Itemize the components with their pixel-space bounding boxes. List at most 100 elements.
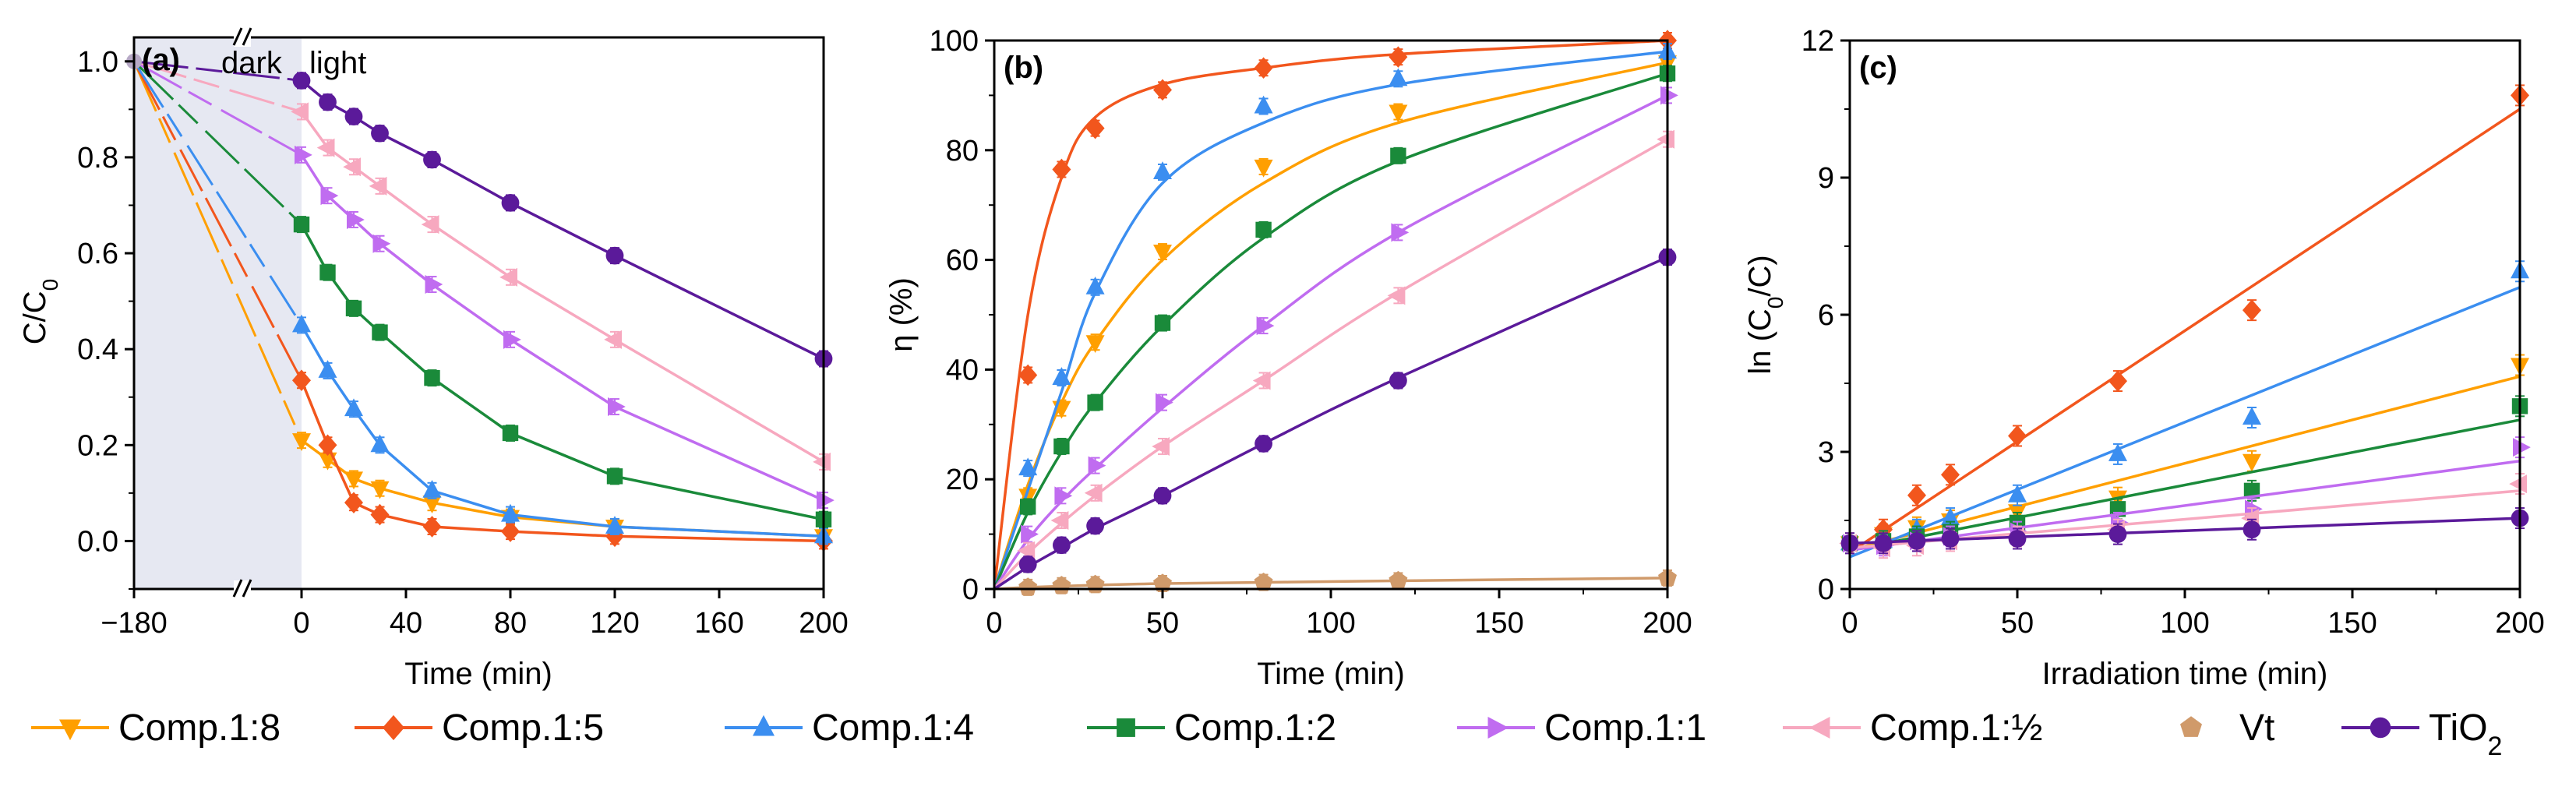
series-a-comp-1-5 [132,61,833,552]
point-a-comp-1-5-1 [318,434,337,457]
point-a-tio2-1 [319,93,337,111]
point-a-comp-1-2 [343,157,361,177]
point-a-comp-1-1-0 [295,145,312,164]
point-b-comp-1-8-5 [1254,159,1273,178]
point-c-comp-1-4-3 [1941,507,1960,526]
fit-curve-b-comp-1-4 [993,50,1668,590]
ytick-label-a-3: 0.6 [77,238,118,270]
legend-label-text-vt: Vt [2239,707,2274,749]
xtick-label-a-1: 0 [293,607,309,640]
point-a-tio2-4 [423,150,441,169]
point-c-tio2-2 [1907,532,1926,550]
fit-curve-b-comp-1-1 [993,93,1668,590]
point-c-comp-1-4-4 [2008,484,2027,503]
point-a-comp-1-1-2 [347,210,365,229]
point-a-comp-1-1-7 [817,491,835,510]
point-b-comp-1-2-6 [1390,147,1406,164]
series-a-comp-1-1 [133,60,835,510]
point-b-comp-1-1-3 [1088,456,1106,475]
point-b-comp-1-8-6 [1389,104,1408,123]
point-a-comp-1-5-2 [344,492,363,513]
legend-label-text-comp-1: Comp.1:½ [1870,707,2042,749]
legend-label-tio2: TiO2 [2429,707,2502,761]
point-a-comp-1-1-3 [372,234,391,253]
connector-a-comp-1-1 [133,60,302,157]
connector-a-comp-1-2 [132,60,303,226]
point-a-tio2-2 [344,108,363,125]
y-axis-title-c: ln (C0/C) [1743,255,1787,374]
point-b-comp-1-7 [1657,129,1674,149]
legend-marker-comp-1-8 [59,719,81,741]
point-c-tio2-6 [2243,520,2261,539]
ytick-label-a-2: 0.4 [77,333,118,366]
ytick-label-a-5: 1.0 [77,46,118,79]
plot-b-series [993,30,1678,596]
legend-item-comp-1: Comp.1:½ [1783,707,2042,749]
legend-marker-comp-1-2 [1117,718,1135,737]
point-c-comp-1-4-6 [2243,407,2261,425]
fit-line-c-tio2 [1849,517,2521,545]
point-b-vt-1 [1018,577,1038,596]
connector-a-tio2 [133,60,302,82]
point-a-comp-1-5-5 [501,520,520,542]
legend-label-text-comp-1-8: Comp.1:8 [118,707,281,749]
point-b-comp-1-5-5 [1254,57,1273,79]
y-axis-title-b: η (%) [884,277,919,352]
point-a-comp-1-5 [499,267,517,287]
point-b-tio2-2 [1053,536,1071,555]
ytick-label-b-2: 40 [946,354,979,386]
point-c-comp-1-8-6 [2243,453,2261,472]
point-a-tio2-3 [371,124,389,143]
legend-marker-comp-1-5 [383,714,404,741]
panel-label-a: (a) [142,43,180,77]
point-a-comp-1-1-1 [320,186,339,206]
series-a-comp-1 [133,60,831,471]
point-a-comp-1-1-5 [503,330,521,349]
point-b-comp-1-3 [1084,483,1103,503]
point-b-comp-1-4-4 [1153,161,1172,179]
point-a-comp-1-2-1 [319,264,336,280]
legend-label-text-comp-1-5: Comp.1:5 [442,707,604,749]
point-b-comp-1-5-3 [1085,117,1105,139]
legend-item-vt: Vt [2180,707,2274,749]
point-b-comp-1-1-6 [1391,223,1410,242]
point-a-comp-1-5-4 [422,516,442,538]
point-b-comp-1-2-3 [1087,394,1103,411]
point-b-comp-1-5-4 [1153,79,1172,101]
point-a-comp-1-2-0 [293,216,310,233]
series-b-comp-1-4 [993,41,1677,590]
ytick-label-c-4: 12 [1801,25,1834,58]
xtick-label-a-3: 80 [494,607,527,640]
point-b-vt-2 [1052,576,1071,594]
legend-label-vt: Vt [2239,707,2274,749]
ytick-label-c-3: 9 [1818,162,1834,195]
xtick-label-a-6: 200 [799,607,848,640]
y-axis-title-a: C/C0 [18,279,62,344]
point-a-comp-1-4-2 [344,398,363,417]
point-a-tio2-5 [501,194,520,212]
series-b-comp-1-2 [993,65,1676,590]
point-a-comp-1-6 [604,330,622,349]
ytick-label-a-4: 0.8 [77,142,118,175]
point-b-comp-1-5-6 [1389,46,1408,68]
connector-a-comp-1-8 [132,61,303,441]
ticks-a: −180 0 40 80 120 160 200 0.0 0.2 0.4 0.6 0.8 1.0 [77,46,849,640]
legend-item-comp-1-2: Comp.1:2 [1087,707,1336,749]
point-c-comp-1-1-7 [2513,438,2531,457]
x-axis-title-b: Time (min) [1257,657,1405,691]
panel-c: (c) Irradiation time (min) ln (C0/C) 0 50… [1743,25,2545,691]
fit-curve-b-comp-1 [993,138,1668,591]
legend-item-comp-1-5: Comp.1:5 [355,707,604,749]
x-axis-title-c: Irradiation time (min) [2042,657,2328,691]
panel-a: (a) dark light Time (min) C/C0 −180 0 40 80… [18,27,849,691]
ytick-label-b-4: 80 [946,135,979,168]
point-b-comp-1-6 [1387,286,1406,305]
legend-label-text-comp-1-2: Comp.1:2 [1174,707,1336,749]
line-a-comp-1-1 [300,153,824,502]
point-a-comp-1-1-4 [425,275,443,294]
point-b-comp-1-5-2 [1052,158,1071,181]
legend-item-comp-1-4: Comp.1:4 [725,707,974,749]
point-b-comp-1-8-3 [1085,335,1105,353]
legend-marker-comp-1 [1808,717,1830,739]
